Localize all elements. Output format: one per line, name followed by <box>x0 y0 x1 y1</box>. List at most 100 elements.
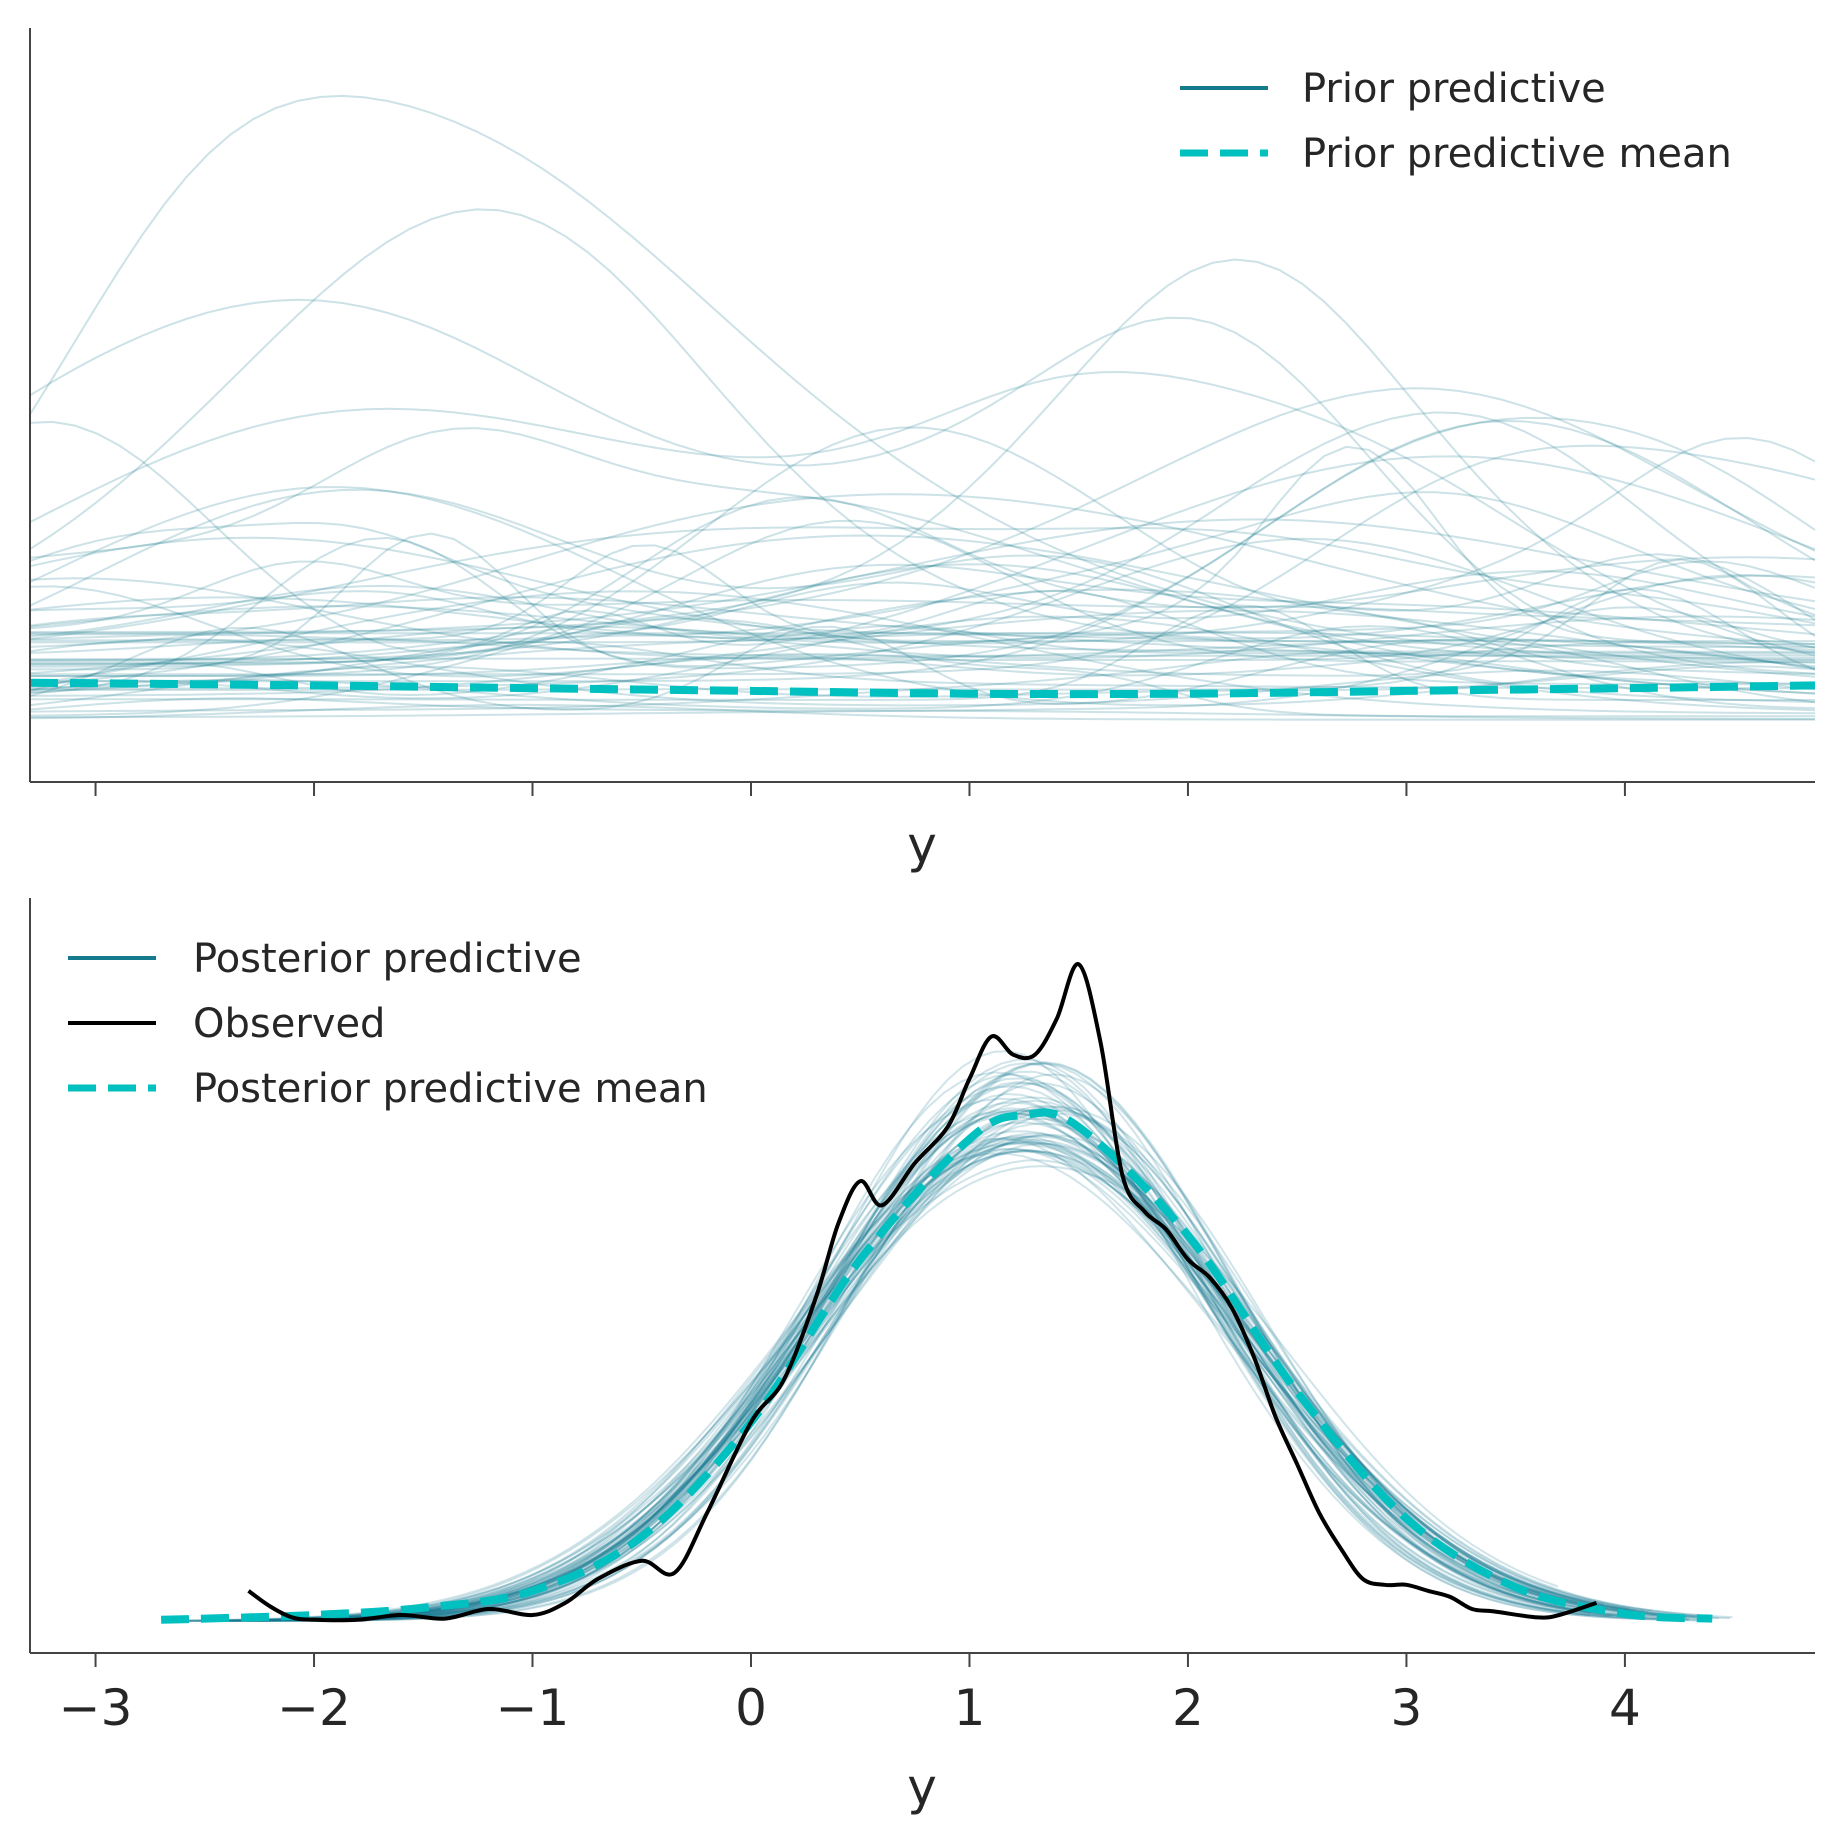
posterior-predictive-draws <box>166 1050 1733 1622</box>
legend-label-prior-predictive: Prior predictive <box>1302 66 1606 112</box>
posterior-predictive-draw <box>255 1132 1592 1622</box>
prior-predictive-draw <box>29 370 1816 657</box>
prior-predictive-draw <box>30 563 1815 662</box>
prior-predictive-draw <box>29 651 1816 713</box>
prior-predictive-draw <box>30 563 1816 668</box>
prior-legend: Prior predictive Prior predictive mean <box>1180 66 1732 177</box>
posterior-predictive-draw <box>293 1062 1648 1622</box>
prior-predictive-draw <box>29 493 1816 648</box>
x-tick-label: 4 <box>1609 1679 1641 1737</box>
legend-label-posterior-predictive-mean: Posterior predictive mean <box>193 1066 708 1112</box>
x-tick-label: 3 <box>1391 1679 1423 1737</box>
posterior-x-axis-label: y <box>907 1758 937 1816</box>
posterior-predictive-draw <box>351 1061 1682 1622</box>
prior-predictive-draw <box>29 436 1816 645</box>
posterior-predictive-draw <box>224 1104 1567 1622</box>
posterior-predictive-draw <box>252 1062 1576 1622</box>
observed-line <box>247 962 1598 1623</box>
posterior-predictive-draw <box>231 1082 1613 1622</box>
posterior-predictive-draw <box>343 1135 1649 1618</box>
prior-predictive-mean-line <box>29 678 1816 699</box>
posterior-x-ticks: −3 −2 −1 0 1 2 3 4 <box>59 1653 1641 1737</box>
posterior-predictive-draw <box>246 1134 1712 1622</box>
prior-predictive-draw <box>29 94 1816 661</box>
prior-predictive-draw <box>30 496 1816 665</box>
prior-predictive-draw <box>29 703 1815 721</box>
prior-predictive-draw <box>30 518 1816 636</box>
prior-predictive-draw <box>30 416 1816 671</box>
x-tick-label: −2 <box>277 1679 351 1737</box>
x-tick-label: −3 <box>59 1679 133 1737</box>
posterior-predictive-draw <box>349 1109 1579 1620</box>
prior-predictive-draw <box>30 604 1815 701</box>
posterior-legend: Posterior predictive Observed Posterior … <box>68 936 708 1112</box>
prior-predictive-draw <box>29 596 1815 655</box>
posterior-predictive-draw <box>342 1112 1685 1620</box>
prior-predictive-draw <box>29 617 1815 718</box>
posterior-predictive-draw <box>208 1062 1571 1622</box>
prior-predictive-draw <box>29 577 1816 661</box>
prior-predictive-draw <box>30 570 1816 642</box>
posterior-predictive-draw <box>340 1141 1577 1620</box>
prior-predictive-draw <box>30 444 1816 676</box>
prior-predictive-draw <box>29 491 1816 636</box>
prior-predictive-draw <box>29 526 1816 640</box>
posterior-predictive-draw <box>293 1150 1731 1621</box>
prior-predictive-draw <box>29 625 1816 711</box>
posterior-predictive-draw <box>221 1113 1584 1622</box>
prior-predictive-draw <box>29 488 1816 703</box>
prior-x-axis-label: y <box>907 816 937 874</box>
posterior-predictive-draw <box>350 1070 1689 1621</box>
prior-predictive-draw <box>29 298 1816 675</box>
prior-predictive-draw <box>29 427 1816 685</box>
x-tick-label: 0 <box>735 1679 767 1737</box>
prior-predictive-draw <box>29 632 1816 695</box>
posterior-predictive-draw <box>350 1073 1591 1621</box>
posterior-predictive-draw <box>166 1152 1568 1622</box>
prior-predictive-draw <box>30 387 1816 633</box>
x-tick-label: 2 <box>1172 1679 1204 1737</box>
posterior-predictive-draw <box>252 1122 1720 1622</box>
posterior-predictive-draw <box>168 1077 1591 1622</box>
posterior-predictive-mean-line <box>160 1108 1713 1624</box>
prior-predictive-draw <box>29 536 1816 695</box>
prior-predictive-draw <box>29 596 1815 659</box>
prior-predictive-draw <box>29 560 1816 630</box>
posterior-predictive-draw <box>260 1112 1690 1622</box>
prior-predictive-draw <box>29 589 1815 686</box>
prior-predictive-draw <box>29 637 1815 657</box>
x-tick-label: 1 <box>954 1679 986 1737</box>
prior-predictive-draw <box>30 426 1816 677</box>
legend-label-prior-predictive-mean: Prior predictive mean <box>1302 131 1732 177</box>
prior-predictive-draw <box>29 585 1816 678</box>
prior-predictive-draw <box>30 519 1816 664</box>
prior-predictive-draw <box>29 536 1815 653</box>
posterior-predictive-draw <box>283 1150 1733 1621</box>
posterior-predictive-draw <box>300 1149 1653 1620</box>
prior-predictive-draw <box>29 638 1816 707</box>
x-tick-label: −1 <box>496 1679 570 1737</box>
prior-predictive-draw <box>29 544 1815 643</box>
prior-predictive-draw <box>29 258 1816 662</box>
prior-x-ticks <box>94 782 1626 796</box>
prior-predictive-draws <box>29 94 1816 721</box>
posterior-predictive-draw <box>284 1148 1604 1620</box>
posterior-predictive-draw <box>198 1097 1611 1622</box>
legend-label-posterior-predictive: Posterior predictive <box>193 936 582 982</box>
legend-label-observed: Observed <box>193 1001 385 1047</box>
posterior-predictive-draw <box>232 1109 1700 1622</box>
posterior-predictive-draw <box>176 1071 1711 1622</box>
prior-predictive-draw <box>30 558 1816 678</box>
posterior-predictive-draw <box>346 1133 1699 1620</box>
posterior-predictive-draw <box>240 1112 1695 1622</box>
posterior-predictive-draw <box>271 1165 1559 1621</box>
posterior-predictive-draw <box>248 1107 1703 1622</box>
prior-predictive-draw <box>29 420 1816 653</box>
posterior-predictive-panel: −3 −2 −1 0 1 2 3 4 y Posterior predictive Obser… <box>29 898 1815 1816</box>
prior-predictive-draw <box>29 486 1816 707</box>
prior-predictive-draw <box>30 411 1816 644</box>
posterior-predictive-draw <box>314 1142 1698 1620</box>
prior-predictive-draw <box>29 534 1816 686</box>
prior-predictive-draw <box>30 419 1816 683</box>
